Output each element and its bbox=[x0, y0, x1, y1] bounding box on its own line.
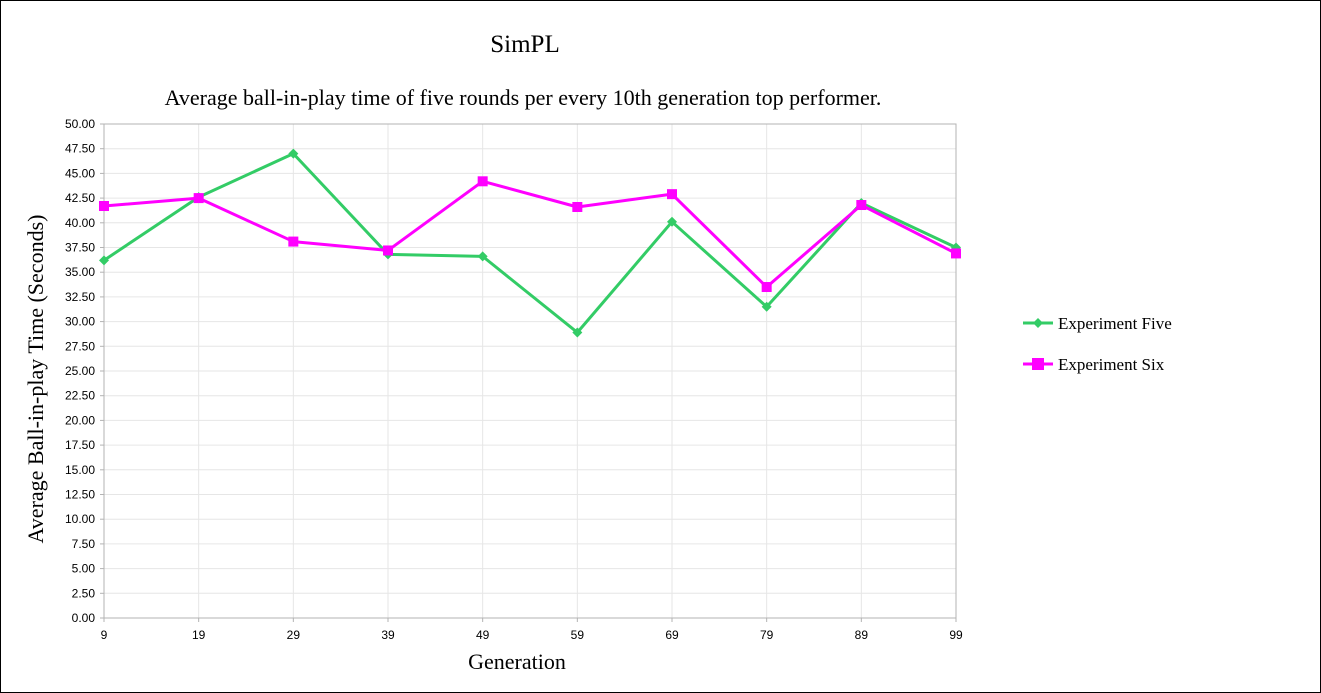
y-tick-label: 17.50 bbox=[65, 438, 95, 452]
legend-label: Experiment Five bbox=[1058, 314, 1172, 333]
legend-marker bbox=[1033, 318, 1043, 328]
y-tick-label: 37.50 bbox=[65, 241, 95, 255]
y-tick-label: 30.00 bbox=[65, 315, 95, 329]
x-axis-title: Generation bbox=[468, 649, 566, 674]
y-tick-label: 35.00 bbox=[65, 265, 95, 279]
axes bbox=[100, 123, 957, 622]
x-tick-label: 39 bbox=[381, 628, 395, 642]
data-point-experiment-five bbox=[667, 216, 677, 227]
data-point-experiment-six bbox=[99, 201, 109, 212]
y-axis-title: Average Ball-in-play Time (Seconds) bbox=[23, 215, 48, 544]
y-tick-label: 12.50 bbox=[65, 488, 95, 502]
legend-label: Experiment Six bbox=[1058, 355, 1165, 374]
data-point-experiment-five bbox=[761, 301, 772, 312]
series-line-experiment-five bbox=[103, 152, 957, 334]
series-lines bbox=[99, 148, 961, 338]
data-point-experiment-five bbox=[477, 251, 488, 262]
y-tick-label: 27.50 bbox=[65, 339, 95, 353]
y-tick-label: 47.50 bbox=[65, 142, 95, 156]
series-line-experiment-six bbox=[103, 179, 957, 289]
y-tick-label: 42.50 bbox=[65, 191, 95, 205]
y-tick-label: 45.00 bbox=[65, 166, 95, 180]
legend-marker bbox=[1032, 358, 1044, 370]
x-tick-label: 79 bbox=[760, 628, 774, 642]
x-tick-label: 9 bbox=[101, 628, 108, 642]
data-point-experiment-six bbox=[951, 248, 961, 259]
y-tick-label: 40.00 bbox=[65, 216, 95, 230]
data-point-experiment-five bbox=[572, 327, 583, 338]
data-point-experiment-six bbox=[193, 193, 204, 204]
data-point-experiment-six bbox=[477, 176, 488, 187]
y-tick-label: 10.00 bbox=[65, 512, 95, 526]
legend-item-experiment-six: Experiment Six bbox=[1023, 355, 1165, 374]
series-experiment-five bbox=[99, 148, 961, 338]
legend-item-experiment-five: Experiment Five bbox=[1023, 314, 1172, 333]
y-tick-label: 20.00 bbox=[65, 413, 95, 427]
x-tick-label: 69 bbox=[665, 628, 679, 642]
tick-labels: 0.00 2.50 5.00 7.50 10.00 12.50 15.00 17.50 20.0… bbox=[65, 117, 963, 642]
series-experiment-six bbox=[99, 176, 961, 293]
y-tick-label: 15.00 bbox=[65, 463, 95, 477]
data-point-experiment-six bbox=[383, 245, 393, 256]
data-point-experiment-six bbox=[288, 236, 299, 247]
x-tick-label: 59 bbox=[571, 628, 585, 642]
chart-subtitle: Average ball-in-play time of five rounds… bbox=[165, 85, 882, 110]
y-tick-label: 2.50 bbox=[72, 586, 96, 600]
data-point-experiment-five bbox=[288, 148, 299, 159]
grid-lines bbox=[103, 123, 957, 619]
y-tick-label: 32.50 bbox=[65, 290, 95, 304]
data-point-experiment-five bbox=[99, 255, 109, 266]
legend: Experiment Five Experiment Six bbox=[1023, 314, 1172, 374]
y-tick-label: 50.00 bbox=[65, 117, 95, 131]
data-point-experiment-six bbox=[667, 189, 677, 200]
chart-title: SimPL bbox=[490, 31, 559, 58]
data-point-experiment-six bbox=[572, 201, 583, 212]
x-tick-label: 19 bbox=[192, 628, 206, 642]
x-tick-label: 99 bbox=[949, 628, 963, 642]
x-tick-label: 49 bbox=[476, 628, 490, 642]
plot-area-border bbox=[103, 123, 957, 619]
data-point-experiment-six bbox=[761, 282, 772, 293]
y-tick-label: 25.00 bbox=[65, 364, 95, 378]
data-point-experiment-six bbox=[856, 200, 867, 211]
y-tick-label: 22.50 bbox=[65, 389, 95, 403]
x-tick-label: 89 bbox=[855, 628, 869, 642]
y-tick-label: 7.50 bbox=[72, 537, 96, 551]
y-tick-label: 5.00 bbox=[72, 562, 96, 576]
x-tick-label: 29 bbox=[287, 628, 301, 642]
y-tick-label: 0.00 bbox=[72, 611, 96, 625]
